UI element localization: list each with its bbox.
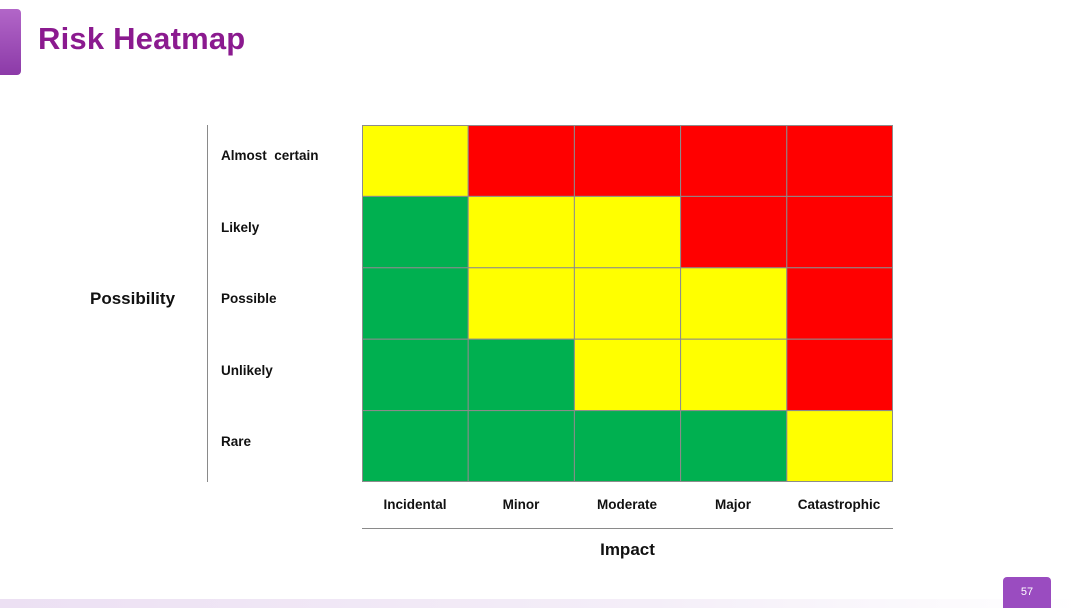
heatmap-cell-possible-incidental	[362, 267, 469, 340]
risk-heatmap-grid	[362, 125, 893, 482]
row-label-almost-certain: Almost certain	[221, 148, 319, 163]
heatmap-cell-likely-minor	[467, 195, 575, 269]
heatmap-cell-possible-minor	[467, 267, 575, 340]
heatmap-cell-likely-major	[680, 195, 788, 269]
col-label-major: Major	[714, 497, 751, 512]
heatmap-cell-rare-incidental	[362, 410, 469, 482]
heatmap-cell-possible-major	[680, 267, 788, 340]
heatmap-cell-possible-catastrophic	[786, 267, 893, 340]
heatmap-cell-unlikely-minor	[467, 338, 575, 412]
y-axis-line	[207, 125, 208, 482]
heatmap-cell-rare-major	[680, 410, 788, 482]
row-label-possible: Possible	[221, 291, 277, 306]
heatmap-cell-almost-certain-major	[680, 125, 788, 197]
heatmap-cell-unlikely-moderate	[573, 338, 682, 412]
heatmap-cell-rare-minor	[467, 410, 575, 482]
heatmap-cell-likely-catastrophic	[786, 195, 893, 269]
x-axis-title: Impact	[600, 540, 655, 559]
heatmap-cell-likely-incidental	[362, 195, 469, 269]
page-number-badge: 57	[1003, 577, 1051, 608]
col-label-moderate: Moderate	[596, 497, 657, 512]
heatmap-cell-almost-certain-moderate	[573, 125, 682, 197]
heatmap-cell-unlikely-catastrophic	[786, 338, 893, 412]
heatmap-cell-almost-certain-catastrophic	[786, 125, 893, 197]
title-accent-bar	[0, 9, 21, 75]
heatmap-cell-rare-catastrophic	[786, 410, 893, 482]
heatmap-cell-likely-moderate	[573, 195, 682, 269]
col-label-minor: Minor	[502, 497, 540, 512]
heatmap-cell-rare-moderate	[573, 410, 682, 482]
heatmap-cell-unlikely-major	[680, 338, 788, 412]
heatmap-cell-almost-certain-minor	[467, 125, 575, 197]
row-label-unlikely: Unlikely	[221, 363, 273, 378]
heatmap-cell-unlikely-incidental	[362, 338, 469, 412]
x-axis-line	[362, 528, 893, 529]
heatmap-border	[362, 125, 893, 482]
col-label-catastrophic: Catastrophic	[797, 497, 881, 512]
row-label-likely: Likely	[221, 220, 260, 235]
y-axis-title: Possibility	[90, 289, 176, 308]
footer-band	[0, 599, 1080, 608]
col-label-incidental: Incidental	[383, 497, 447, 512]
heatmap-cell-almost-certain-incidental	[362, 125, 469, 197]
slide-title: Risk Heatmap	[38, 21, 246, 56]
heatmap-cell-possible-moderate	[573, 267, 682, 340]
row-label-rare: Rare	[221, 434, 252, 449]
